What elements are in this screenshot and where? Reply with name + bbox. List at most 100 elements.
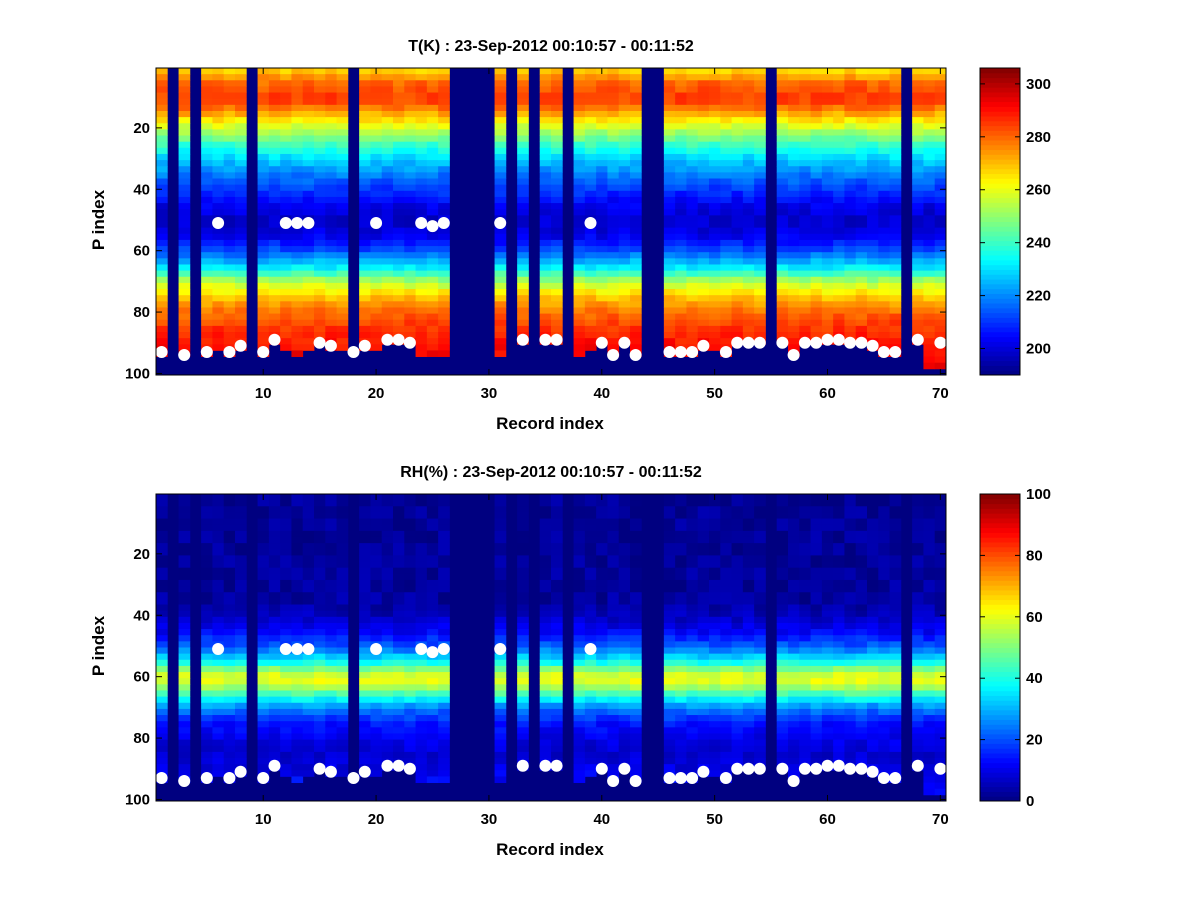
heatmap-cell [573,494,586,501]
heatmap-cell [573,672,586,679]
heatmap-cell [280,555,292,562]
heatmap-cell [607,721,620,728]
heatmap-cell [584,178,597,186]
heatmap-cell [675,135,687,143]
heatmap-cell [280,307,292,314]
heatmap-cell [336,141,349,149]
heatmap-cell [314,586,326,593]
heatmap-cell [336,270,349,278]
heatmap-cell [742,512,755,519]
heatmap-cell [223,616,236,624]
heatmap-cell [257,530,270,538]
heatmap-cell [370,586,383,593]
heatmap-cell [314,68,326,75]
heatmap-cell [268,721,281,728]
heatmap-cell [201,604,213,612]
heatmap-cell [314,190,326,198]
heatmap-cell [573,629,586,636]
heatmap-cell [754,616,766,624]
heatmap-cell [855,227,868,235]
heatmap-cell [675,252,687,259]
heatmap-cell [494,721,507,728]
heatmap-cell [156,647,168,655]
heatmap-cell [720,610,732,618]
heatmap-cell [302,751,315,759]
heatmap-cell [776,494,789,501]
heatmap-cell [426,98,439,106]
heatmap-cell [201,252,213,259]
heatmap-cell [821,135,834,143]
heatmap-cell [438,672,450,679]
heatmap-cell [596,610,608,618]
heatmap-cell [235,110,247,118]
heatmap-cell [370,135,383,143]
heatmap-cell [393,567,405,575]
heatmap-cell [539,536,552,544]
heatmap-cell [370,702,383,710]
heatmap-cell [257,80,270,87]
heatmap-cell [404,494,416,501]
heatmap-cell [855,672,868,679]
heatmap-cell [788,264,800,272]
heatmap-cell [178,727,191,734]
heatmap-cell [415,123,428,130]
heatmap-cell [731,715,744,722]
heatmap-cell [573,764,586,771]
heatmap-cell [878,313,890,321]
heatmap-cell [268,246,281,253]
heatmap-cell [867,524,879,532]
heatmap-cell [697,592,710,599]
heatmap-cell [201,147,213,155]
heatmap-cell [799,325,811,333]
heatmap-cell [393,209,405,216]
heatmap-cell [776,301,789,308]
heatmap-cell [878,86,890,93]
heatmap-cell [359,178,371,186]
heatmap-cell [731,178,744,186]
heatmap-cell [314,721,326,728]
heatmap-cell [325,727,337,734]
heatmap-cell [844,751,857,759]
heatmap-cell [415,184,428,192]
heatmap-cell [551,678,563,685]
heatmap-cell [539,325,552,333]
heatmap-cell [742,178,755,186]
heatmap-cell [302,702,315,710]
heatmap-cell [201,635,213,642]
heatmap-cell [438,530,450,538]
heatmap-cell [156,264,168,272]
heatmap-cell [709,659,721,667]
heatmap-cell [686,567,699,575]
heatmap-cell [709,325,721,333]
heatmap-cell [810,494,823,501]
heatmap-cell [855,282,868,290]
heatmap-cell [821,178,834,186]
heatmap-cell [754,758,766,765]
surface-marker [595,336,608,349]
heatmap-cell [268,147,281,155]
heatmap-cell [302,592,315,599]
colorbar-swatch [980,351,1020,357]
heatmap-cell [201,160,213,167]
heatmap-cell [393,536,405,544]
heatmap-cell [607,196,620,204]
heatmap-cell [810,203,823,210]
heatmap-cell [291,246,304,253]
heatmap-cell [855,665,868,673]
heatmap-cell [821,221,834,229]
heatmap-cell [742,92,755,100]
heatmap-cell [742,301,755,308]
heatmap-cell [257,592,270,599]
heatmap-cell [517,313,529,321]
heatmap-cell [833,592,845,599]
heatmap-cell [878,319,890,327]
heatmap-cell [302,319,315,327]
heatmap-cell [720,270,732,278]
heatmap-cell [754,629,766,636]
heatmap-cell [878,233,890,241]
heatmap-cell [551,586,563,593]
heatmap-cell [697,696,710,704]
heatmap-cell [426,123,439,130]
colorbar-swatch [980,365,1020,371]
heatmap-cell [867,702,879,710]
